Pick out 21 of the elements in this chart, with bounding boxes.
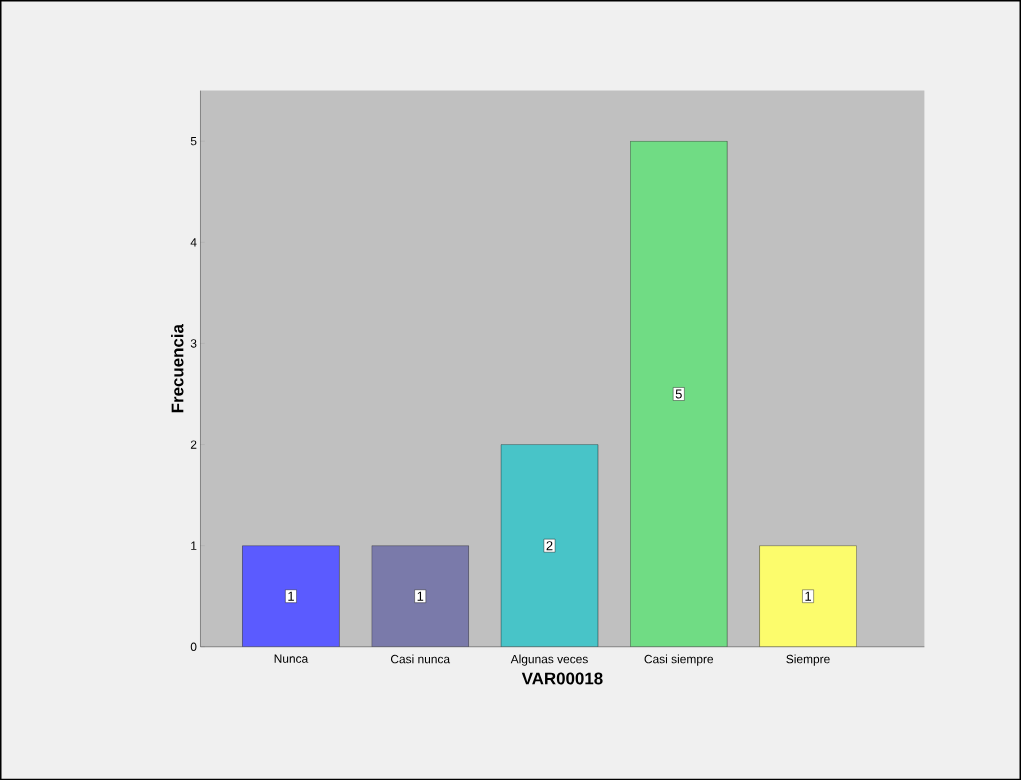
x-tick-label: Algunas veces bbox=[510, 654, 588, 666]
data-label: 5 bbox=[675, 389, 682, 399]
y-tick-label: 0 bbox=[190, 642, 197, 651]
y-tick-label: 4 bbox=[190, 238, 197, 247]
y-tick-label: 3 bbox=[190, 339, 197, 348]
bar bbox=[759, 545, 857, 647]
x-tick-label: Casi nunca bbox=[390, 654, 451, 664]
bar bbox=[371, 545, 469, 647]
y-tick-label: 2 bbox=[190, 440, 197, 449]
bar bbox=[630, 140, 728, 647]
x-axis-title: VAR00018 bbox=[521, 672, 603, 685]
y-tick-label: 1 bbox=[191, 541, 197, 550]
x-tick-label: Nunca bbox=[274, 654, 309, 663]
x-tick-label: Casi siempre bbox=[644, 654, 714, 666]
y-tick-label: 5 bbox=[190, 136, 197, 146]
x-tick-label: Siempre bbox=[786, 654, 830, 666]
data-label: 1 bbox=[288, 591, 294, 601]
data-label: 2 bbox=[546, 540, 553, 551]
data-label: 1 bbox=[805, 591, 812, 601]
data-label: 1 bbox=[417, 591, 424, 601]
y-axis-title: Frecuencia bbox=[171, 323, 184, 413]
